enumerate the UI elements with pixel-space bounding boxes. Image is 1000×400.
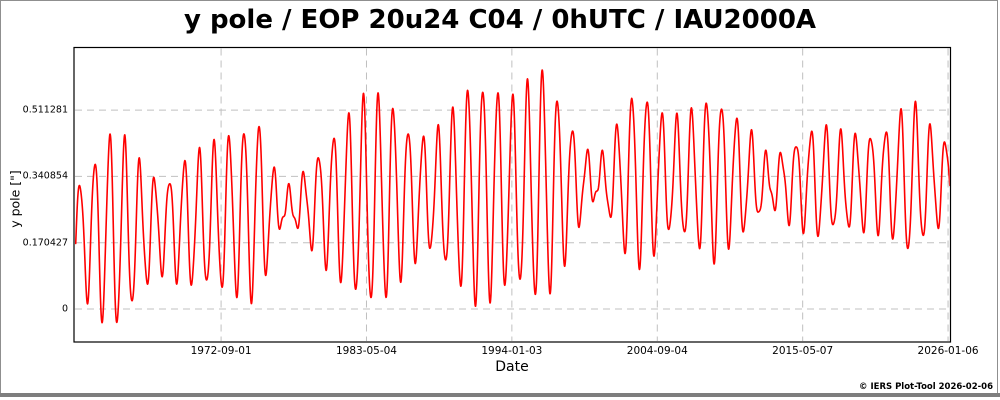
x-tick-label: 2015-05-07 <box>772 345 834 357</box>
x-tick-label: 1994-01-03 <box>481 345 543 357</box>
credit-text: © IERS Plot-Tool 2026-02-06 <box>859 382 993 392</box>
frame-border-right <box>997 0 998 397</box>
frame-shadow-bottom <box>0 393 1000 397</box>
x-tick-label: 1983-05-04 <box>335 345 397 357</box>
y-pole-series-line <box>74 69 950 324</box>
y-tick-label: 0.340854 <box>22 170 68 182</box>
x-axis-title: Date <box>495 359 529 375</box>
gridlines <box>75 48 950 341</box>
frame-border-left <box>0 0 1 397</box>
y-tick-label: 0 <box>61 303 68 315</box>
plot-border <box>73 46 952 343</box>
x-tick-label: 2004-09-04 <box>626 345 688 357</box>
x-tick-label: 1972-09-01 <box>190 345 252 357</box>
y-tick-label: 0.170427 <box>22 237 68 249</box>
chart-title: y pole / EOP 20u24 C04 / 0hUTC / IAU2000… <box>183 5 817 35</box>
y-axis-title: y pole ["] <box>7 170 23 228</box>
x-tick-label: 2026-01-06 <box>917 345 979 357</box>
frame-border-top <box>0 0 998 1</box>
y-tick-label: 0.511281 <box>22 104 68 116</box>
